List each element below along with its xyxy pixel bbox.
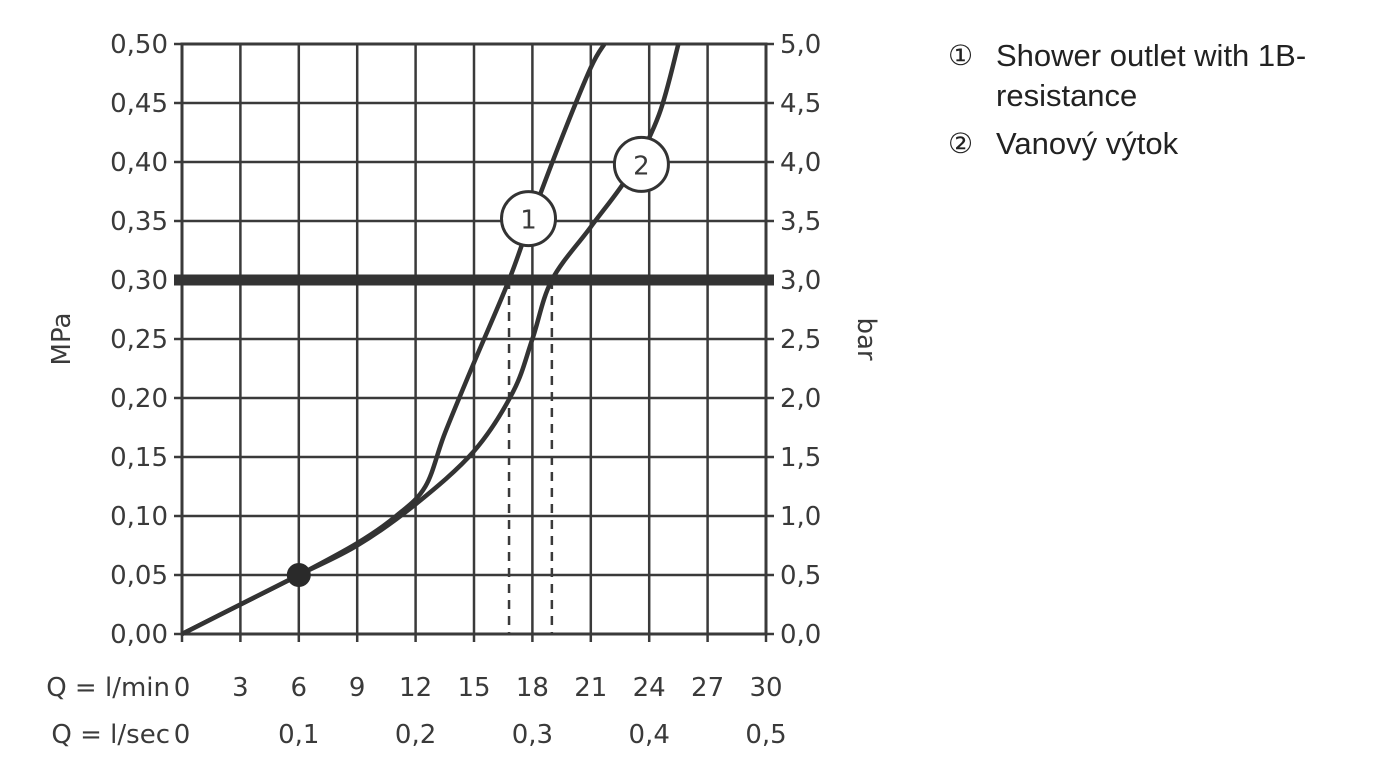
y-tick-label-left: 0,50: [110, 30, 168, 60]
y-tick-label-left: 0,35: [110, 207, 168, 237]
y-tick-label-right: 0,0: [780, 620, 821, 650]
y-tick-label-right: 1,5: [780, 443, 821, 473]
x-tick-label-lsec: 0,1: [278, 720, 319, 750]
y-tick-label-right: 3,0: [780, 266, 821, 296]
y-tick-label-left: 0,15: [110, 443, 168, 473]
x-tick-label-lmin: 15: [457, 673, 490, 703]
y-tick-label-right: 4,0: [780, 148, 821, 178]
legend-item-1: ① Shower outlet with 1B-resistance: [948, 36, 1388, 116]
y-tick-label-right: 0,5: [780, 561, 821, 591]
y-tick-label-left: 0,40: [110, 148, 168, 178]
x-tick-label-lmin: 18: [516, 673, 549, 703]
y-axis-title-right: bar: [851, 317, 881, 360]
series-label-2: 2: [633, 151, 650, 181]
y-axis-title-left: MPa: [47, 313, 77, 366]
y-tick-label-right: 4,5: [780, 89, 821, 119]
series-lines: 12: [174, 42, 774, 637]
tick-labels: 0,000,050,100,150,200,250,300,350,400,45…: [110, 30, 821, 750]
x-tick-label-lmin: 30: [749, 673, 782, 703]
y-tick-label-left: 0,25: [110, 325, 168, 355]
y-tick-label-left: 0,20: [110, 384, 168, 414]
x-tick-label-lmin: 24: [633, 673, 666, 703]
x-axis-row2-label: Q = l/sec: [51, 720, 170, 750]
x-tick-label-lmin: 12: [399, 673, 432, 703]
x-axis-row1-label: Q = l/min: [46, 673, 170, 703]
legend: ① Shower outlet with 1B-resistance ② Van…: [948, 36, 1388, 172]
x-tick-label-lsec: 0,2: [395, 720, 436, 750]
series-label-1: 1: [520, 206, 537, 236]
y-tick-label-right: 2,5: [780, 325, 821, 355]
pressure-flow-chart: 0,000,050,100,150,200,250,300,350,400,45…: [46, 30, 881, 750]
y-tick-label-left: 0,05: [110, 561, 168, 591]
x-tick-label-lsec: 0,5: [745, 720, 786, 750]
series-label-circle-1: [500, 190, 558, 248]
x-tick-label-lmin: 27: [691, 673, 724, 703]
y-tick-label-right: 5,0: [780, 30, 821, 60]
legend-label-1: Shower outlet with 1B-resistance: [996, 38, 1307, 113]
x-tick-label-lsec: 0,4: [629, 720, 670, 750]
y-tick-label-right: 3,5: [780, 207, 821, 237]
x-tick-label-lmin: 9: [349, 673, 366, 703]
x-tick-label-lmin: 6: [291, 673, 308, 703]
marker-point: [286, 563, 311, 587]
legend-label-2: Vanový výtok: [996, 126, 1179, 161]
legend-marker-1: ①: [948, 40, 974, 71]
y-tick-label-left: 0,10: [110, 502, 168, 532]
plot-frame: [180, 42, 768, 636]
x-tick-label-lsec: 0,3: [512, 720, 553, 750]
y-tick-label-right: 1,0: [780, 502, 821, 532]
y-tick-label-left: 0,00: [110, 620, 168, 650]
legend-marker-2: ②: [948, 128, 974, 159]
y-tick-label-left: 0,45: [110, 89, 168, 119]
x-tick-label-lmin: 21: [574, 673, 607, 703]
x-tick-label-lmin: 0: [174, 673, 191, 703]
y-tick-label-left: 0,30: [110, 266, 168, 296]
grid: [174, 42, 774, 642]
x-tick-label-lsec: 0: [174, 720, 191, 750]
legend-item-2: ② Vanový výtok: [948, 124, 1388, 164]
x-tick-label-lmin: 3: [232, 673, 249, 703]
y-tick-label-right: 2,0: [780, 384, 821, 414]
series-label-circle-2: [612, 135, 670, 193]
